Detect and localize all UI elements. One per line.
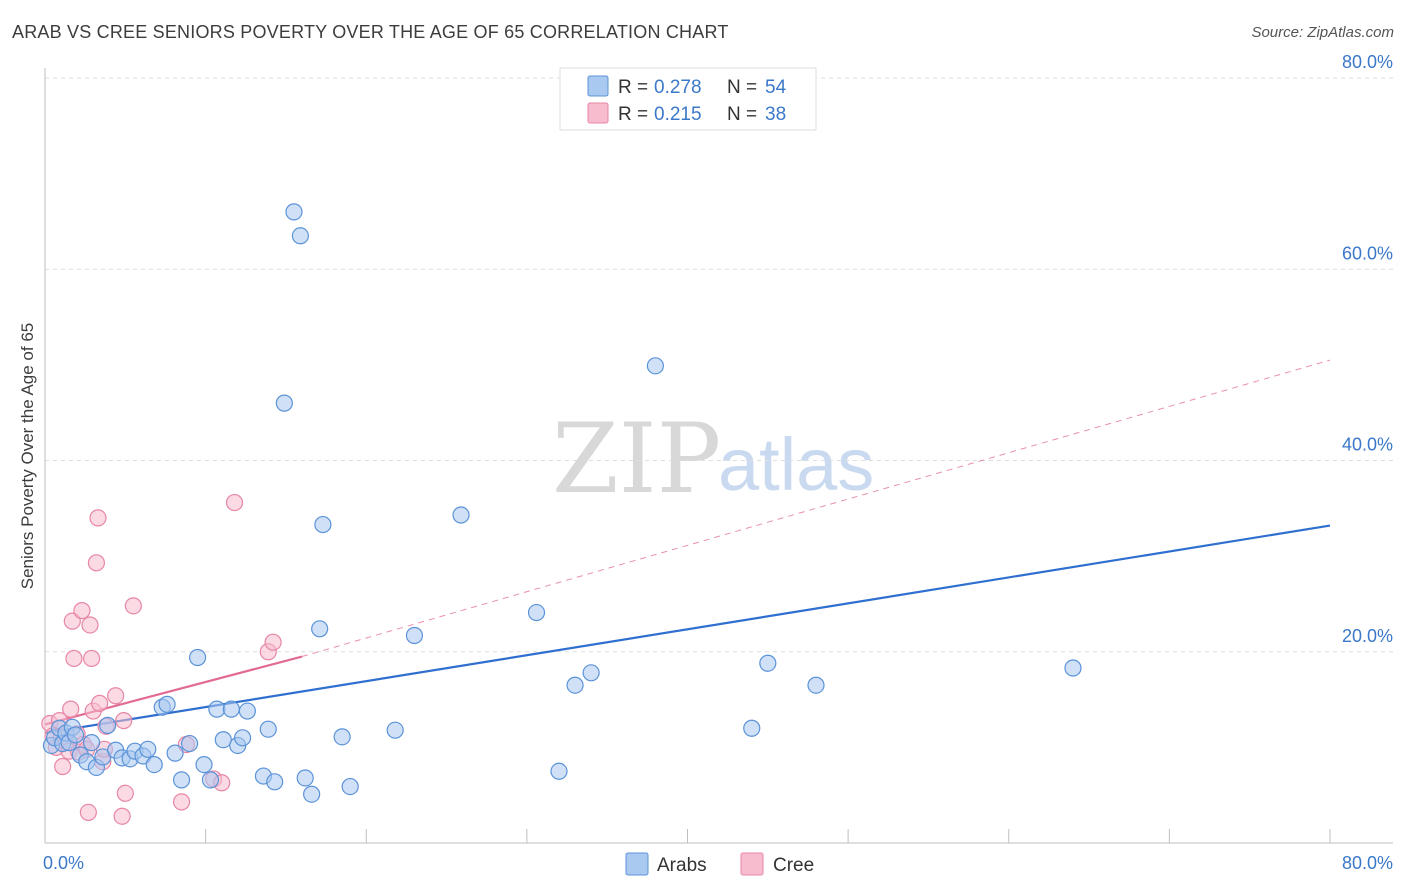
- cree-point: [172, 793, 191, 811]
- cree-point: [107, 687, 125, 705]
- cree-point: [87, 554, 106, 572]
- legend-cree-n-label: N =: [727, 104, 757, 125]
- y-tick-label: 80.0%: [1342, 52, 1393, 72]
- arabs-point: [341, 777, 359, 796]
- arabs-point: [386, 721, 404, 739]
- arabs-point: [275, 394, 293, 412]
- arabs-point: [166, 744, 184, 762]
- y-tick-label: 40.0%: [1342, 435, 1393, 455]
- series-legend: Arabs Cree: [625, 852, 814, 876]
- cree-point: [89, 509, 107, 527]
- arabs-point: [582, 664, 600, 682]
- cree-point: [73, 602, 91, 620]
- arabs-point: [566, 676, 584, 694]
- arabs-point: [66, 726, 85, 744]
- arabs-point: [259, 720, 277, 738]
- watermark: ZIP atlas: [552, 403, 874, 515]
- cree-point: [79, 803, 97, 822]
- arabs-point: [233, 729, 252, 747]
- arabs-point: [208, 700, 226, 718]
- cree-point: [62, 700, 80, 718]
- arabs-point: [303, 785, 321, 803]
- cree-point: [264, 633, 282, 651]
- legend-swatch-cree: [587, 102, 609, 124]
- watermark-atlas: atlas: [718, 423, 874, 506]
- arabs-point: [314, 515, 332, 534]
- cree-point: [91, 694, 109, 712]
- y-tick-label: 20.0%: [1342, 626, 1393, 646]
- arabs-point: [405, 626, 424, 645]
- legend-cree-n-value: 38: [765, 104, 786, 125]
- legend-arabs-n-label: N =: [727, 77, 757, 98]
- arabs-point: [145, 755, 163, 774]
- y-tick-labels: 20.0% 40.0% 60.0% 80.0%: [1342, 52, 1393, 646]
- arabs-point: [172, 771, 191, 789]
- legend-arabs-r-value: 0.278: [654, 77, 702, 98]
- arabs-point: [285, 203, 303, 221]
- cree-point: [65, 649, 83, 668]
- x-ticks: [44, 829, 1331, 843]
- arabs-point: [333, 728, 351, 746]
- legend-cree-r-label: R =: [618, 104, 648, 125]
- cree-point: [81, 616, 99, 634]
- bottom-legend-swatch-cree: [740, 852, 764, 876]
- arabs-point: [222, 700, 240, 718]
- grid: [45, 77, 1393, 653]
- arabs-point: [214, 731, 232, 749]
- x-tick-label-min: 0.0%: [43, 853, 84, 873]
- legend-arabs-n-value: 54: [765, 77, 787, 98]
- arabs-point: [180, 734, 199, 753]
- x-tick-label-max: 80.0%: [1342, 853, 1393, 873]
- stats-legend: R = 0.278 N = 54 R = 0.215 N = 38: [559, 67, 817, 131]
- y-tick-label: 60.0%: [1342, 243, 1393, 263]
- chart-title: ARAB VS CREE SENIORS POVERTY OVER THE AG…: [12, 22, 729, 42]
- cree-points: [41, 493, 282, 825]
- cree-point: [124, 597, 142, 615]
- arabs-point: [266, 773, 284, 791]
- bottom-legend-arabs-label: Arabs: [657, 855, 707, 876]
- arabs-point: [646, 357, 664, 375]
- cree-trend-line: [44, 655, 303, 726]
- arabs-point: [1064, 659, 1082, 677]
- cree-point: [54, 757, 72, 776]
- legend-cree-r-value: 0.215: [654, 104, 702, 125]
- bottom-legend-swatch-arabs: [625, 852, 649, 876]
- arabs-point: [550, 762, 568, 780]
- arabs-point: [527, 603, 546, 622]
- arabs-point: [188, 648, 207, 667]
- cree-point: [225, 493, 244, 512]
- arabs-point: [807, 676, 825, 694]
- arabs-point: [82, 733, 101, 752]
- cree-point: [113, 807, 131, 825]
- arabs-point: [201, 771, 220, 789]
- cree-point: [82, 649, 101, 668]
- watermark-zip: ZIP: [552, 403, 721, 515]
- cree-trend-line-extended: [301, 359, 1331, 658]
- arabs-point: [195, 755, 213, 774]
- arabs-point: [238, 702, 256, 720]
- bottom-legend-cree-label: Cree: [773, 855, 814, 876]
- arabs-point: [291, 227, 309, 245]
- arabs-point: [452, 506, 470, 524]
- arabs-point: [158, 695, 176, 713]
- cree-point: [116, 784, 134, 802]
- source-credit: Source: ZipAtlas.com: [1251, 24, 1394, 41]
- arabs-point: [99, 716, 117, 734]
- legend-arabs-r-label: R =: [618, 77, 648, 98]
- cree-point: [63, 612, 81, 630]
- arabs-points: [42, 203, 1082, 803]
- legend-swatch-arabs: [587, 75, 609, 97]
- arabs-point: [759, 654, 777, 672]
- arabs-point: [311, 620, 329, 638]
- arabs-point: [743, 719, 761, 737]
- arabs-point: [139, 740, 157, 758]
- cree-point: [115, 711, 133, 730]
- arabs-point: [296, 769, 314, 787]
- arabs-trend-line: [44, 524, 1331, 735]
